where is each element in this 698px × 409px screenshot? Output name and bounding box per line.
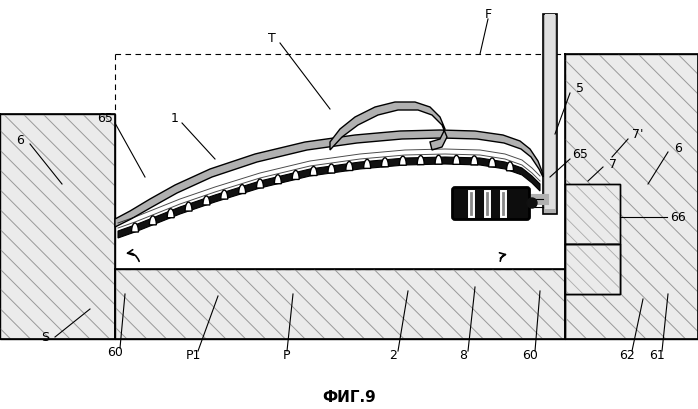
Text: 7: 7 (609, 158, 617, 171)
Polygon shape (565, 184, 620, 245)
Polygon shape (565, 55, 698, 339)
Text: 62: 62 (619, 348, 635, 362)
Polygon shape (168, 209, 174, 218)
Polygon shape (0, 115, 115, 339)
Text: 6: 6 (674, 141, 682, 154)
Polygon shape (185, 202, 192, 211)
Polygon shape (399, 157, 406, 166)
Polygon shape (115, 131, 543, 227)
Polygon shape (203, 196, 210, 205)
Text: 60: 60 (522, 348, 538, 362)
Polygon shape (470, 157, 478, 165)
Text: 7': 7' (632, 128, 644, 141)
Polygon shape (118, 157, 540, 238)
Text: 61: 61 (649, 348, 665, 362)
Polygon shape (115, 270, 565, 339)
Text: S: S (41, 331, 49, 344)
Text: 6: 6 (16, 133, 24, 146)
Text: 5: 5 (576, 81, 584, 94)
Text: F: F (484, 7, 491, 20)
Polygon shape (364, 160, 371, 169)
Polygon shape (131, 223, 138, 232)
Text: 60: 60 (107, 346, 123, 359)
Text: 2: 2 (389, 348, 397, 362)
Polygon shape (221, 191, 228, 200)
Text: 66: 66 (670, 211, 686, 224)
Polygon shape (256, 180, 264, 189)
Bar (543, 15, 557, 214)
Bar (565, 245, 620, 294)
Polygon shape (346, 162, 352, 171)
Bar (545, 15, 555, 209)
Polygon shape (507, 162, 514, 171)
Polygon shape (565, 245, 620, 294)
Polygon shape (310, 167, 317, 176)
Text: 65: 65 (97, 111, 113, 124)
Bar (565, 184, 620, 245)
Polygon shape (292, 171, 299, 180)
FancyBboxPatch shape (452, 188, 530, 220)
Polygon shape (453, 156, 460, 165)
Circle shape (527, 198, 537, 209)
Polygon shape (489, 159, 496, 168)
Text: 1: 1 (171, 111, 179, 124)
Text: ФИГ.9: ФИГ.9 (322, 389, 376, 405)
Polygon shape (330, 103, 447, 151)
Polygon shape (435, 156, 442, 165)
Polygon shape (149, 216, 156, 225)
Polygon shape (274, 175, 281, 184)
Polygon shape (417, 156, 424, 165)
Text: 8: 8 (459, 348, 467, 362)
Text: P: P (283, 348, 291, 362)
Text: 65: 65 (572, 148, 588, 161)
Text: P1: P1 (185, 348, 201, 362)
Polygon shape (239, 185, 246, 194)
Polygon shape (328, 165, 335, 173)
Polygon shape (382, 158, 389, 167)
Text: T: T (268, 31, 276, 45)
